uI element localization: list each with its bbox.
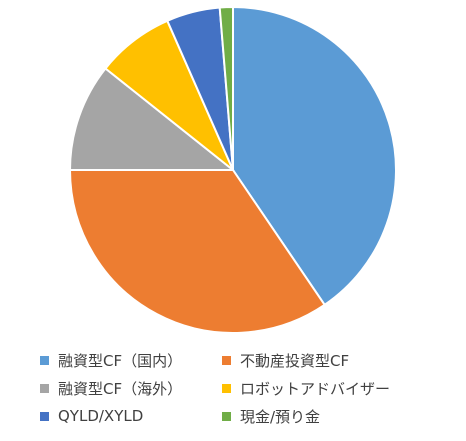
legend-item: 融資型CF（海外） xyxy=(40,375,222,401)
legend-item: QYLD/XYLD xyxy=(40,403,222,429)
legend-label: 融資型CF（海外） xyxy=(58,379,183,398)
pie-chart xyxy=(69,5,397,334)
pie-slice xyxy=(69,169,326,334)
legend-swatch xyxy=(40,355,49,365)
legend-item: ロボットアドバイザー xyxy=(222,375,422,401)
legend-item: 不動産投資型CF xyxy=(222,347,422,373)
legend-swatch xyxy=(40,411,49,421)
pie-slice xyxy=(232,6,397,306)
legend-swatch xyxy=(40,383,49,393)
legend-label: 不動産投資型CF xyxy=(240,351,350,370)
legend-swatch xyxy=(222,383,231,393)
legend-item: 融資型CF（国内） xyxy=(40,347,222,373)
pie-slice xyxy=(69,67,234,171)
legend-label: 融資型CF（国内） xyxy=(58,351,183,370)
legend-swatch xyxy=(222,411,231,421)
legend: 融資型CF（国内） 不動産投資型CF 融資型CF（海外） ロボットアドバイザー … xyxy=(40,347,440,429)
legend-label: QYLD/XYLD xyxy=(58,407,144,425)
legend-item: 現金/預り金 xyxy=(222,403,422,429)
legend-swatch xyxy=(222,355,231,365)
legend-label: ロボットアドバイザー xyxy=(240,379,391,398)
legend-label: 現金/預り金 xyxy=(240,407,321,426)
pie-slice xyxy=(218,5,234,171)
